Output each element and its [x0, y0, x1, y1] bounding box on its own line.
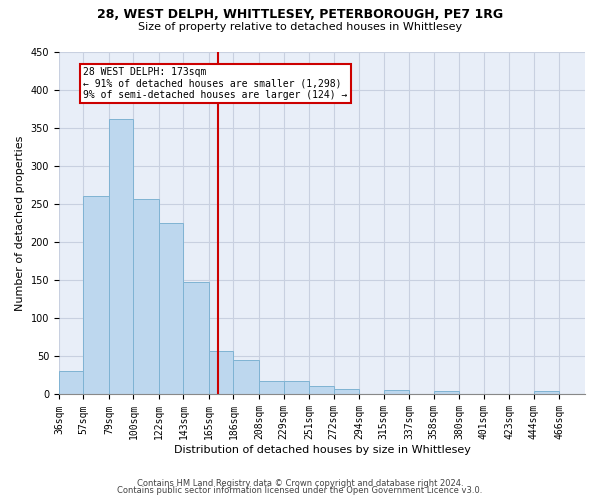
Bar — [209, 351, 233, 395]
Text: Size of property relative to detached houses in Whittlesey: Size of property relative to detached ho… — [138, 22, 462, 32]
Bar — [309, 386, 334, 394]
Y-axis label: Number of detached properties: Number of detached properties — [15, 136, 25, 310]
Bar — [83, 196, 109, 394]
Bar — [159, 223, 184, 394]
Text: 28 WEST DELPH: 173sqm
← 91% of detached houses are smaller (1,298)
9% of semi-de: 28 WEST DELPH: 173sqm ← 91% of detached … — [83, 66, 348, 100]
X-axis label: Distribution of detached houses by size in Whittlesey: Distribution of detached houses by size … — [173, 445, 470, 455]
Bar — [259, 381, 284, 394]
Text: Contains public sector information licensed under the Open Government Licence v3: Contains public sector information licen… — [118, 486, 482, 495]
Bar — [334, 389, 359, 394]
Bar — [184, 282, 209, 395]
Bar — [233, 360, 259, 394]
Text: Contains HM Land Registry data © Crown copyright and database right 2024.: Contains HM Land Registry data © Crown c… — [137, 478, 463, 488]
Bar — [59, 371, 83, 394]
Bar — [109, 118, 133, 394]
Bar — [534, 392, 559, 394]
Bar — [284, 381, 309, 394]
Bar — [434, 392, 459, 394]
Text: 28, WEST DELPH, WHITTLESEY, PETERBOROUGH, PE7 1RG: 28, WEST DELPH, WHITTLESEY, PETERBOROUGH… — [97, 8, 503, 20]
Bar — [383, 390, 409, 394]
Bar — [133, 200, 159, 394]
